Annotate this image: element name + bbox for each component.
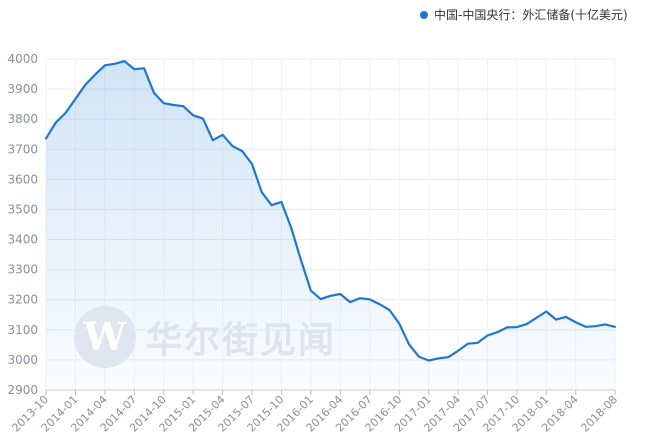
data-point[interactable] <box>553 317 559 323</box>
x-tick-label: 2018-08 <box>578 393 620 435</box>
data-point[interactable] <box>269 202 275 208</box>
data-point[interactable] <box>573 319 579 325</box>
data-point[interactable] <box>43 135 49 141</box>
data-point[interactable] <box>504 324 510 330</box>
data-point[interactable] <box>455 348 461 354</box>
data-point[interactable] <box>220 132 226 138</box>
data-point[interactable] <box>53 120 59 126</box>
data-point[interactable] <box>259 189 265 195</box>
data-point[interactable] <box>229 143 235 149</box>
data-point[interactable] <box>190 112 196 118</box>
y-tick-label: 3600 <box>7 172 38 186</box>
legend-label: 中国-中国央行：外汇储备(十亿美元) <box>434 8 628 22</box>
data-point[interactable] <box>602 321 608 327</box>
data-point[interactable] <box>396 321 402 327</box>
data-point[interactable] <box>377 301 383 307</box>
data-point[interactable] <box>416 354 422 360</box>
y-tick-label: 3900 <box>7 82 38 96</box>
series-line <box>43 58 618 364</box>
data-point[interactable] <box>131 66 137 72</box>
data-point[interactable] <box>534 315 540 321</box>
y-tick-label: 3000 <box>7 353 38 367</box>
data-point[interactable] <box>445 354 451 360</box>
y-tick-label: 3800 <box>7 112 38 126</box>
data-point[interactable] <box>278 199 284 205</box>
data-point[interactable] <box>524 321 530 327</box>
data-point[interactable] <box>475 340 481 346</box>
y-tick-label: 3700 <box>7 142 38 156</box>
data-point[interactable] <box>122 58 128 64</box>
data-point[interactable] <box>357 295 363 301</box>
data-point[interactable] <box>386 307 392 313</box>
watermark-logo-icon: W <box>74 306 136 368</box>
data-point[interactable] <box>367 296 373 302</box>
data-point[interactable] <box>298 258 304 264</box>
legend[interactable]: 中国-中国央行：外汇储备(十亿美元) <box>420 6 628 23</box>
data-point[interactable] <box>435 355 441 361</box>
watermark-text: 华尔街见闻 <box>146 319 337 361</box>
y-tick-label: 2900 <box>7 383 38 397</box>
data-point[interactable] <box>318 296 324 302</box>
y-tick-label: 3100 <box>7 323 38 337</box>
watermark: W 华尔街见闻 <box>74 306 336 368</box>
data-point[interactable] <box>543 309 549 315</box>
data-point[interactable] <box>465 341 471 347</box>
data-point[interactable] <box>592 323 598 329</box>
data-point[interactable] <box>308 288 314 294</box>
data-point[interactable] <box>583 324 589 330</box>
y-tick-label: 3500 <box>7 202 38 216</box>
data-point[interactable] <box>328 293 334 299</box>
series-line-path <box>44 60 617 362</box>
data-point[interactable] <box>210 137 216 143</box>
data-point[interactable] <box>494 329 500 335</box>
watermark-logo-letter: W <box>83 314 127 359</box>
data-point[interactable] <box>161 100 167 106</box>
y-tick-label: 4000 <box>7 52 38 66</box>
data-point[interactable] <box>612 324 618 330</box>
data-point[interactable] <box>82 82 88 88</box>
series-area <box>46 61 615 390</box>
y-tick-label: 3200 <box>7 293 38 307</box>
data-point[interactable] <box>249 161 255 167</box>
data-point[interactable] <box>151 90 157 96</box>
data-point[interactable] <box>426 358 432 364</box>
data-point[interactable] <box>141 65 147 71</box>
data-point[interactable] <box>239 148 245 154</box>
data-point[interactable] <box>347 299 353 305</box>
data-point[interactable] <box>337 291 343 297</box>
data-point[interactable] <box>72 96 78 102</box>
data-point[interactable] <box>112 61 118 67</box>
data-point[interactable] <box>200 116 206 122</box>
series-area-fill <box>46 61 615 390</box>
data-point[interactable] <box>563 314 569 320</box>
data-point[interactable] <box>288 225 294 231</box>
data-point[interactable] <box>63 110 69 116</box>
legend-marker-icon <box>420 10 428 19</box>
data-point[interactable] <box>102 62 108 68</box>
y-tick-label: 3400 <box>7 233 38 247</box>
data-point[interactable] <box>180 103 186 109</box>
data-point[interactable] <box>514 324 520 330</box>
data-point[interactable] <box>92 72 98 78</box>
y-tick-label: 3300 <box>7 263 38 277</box>
data-point[interactable] <box>406 341 412 347</box>
data-point[interactable] <box>485 333 491 339</box>
data-point[interactable] <box>171 102 177 108</box>
